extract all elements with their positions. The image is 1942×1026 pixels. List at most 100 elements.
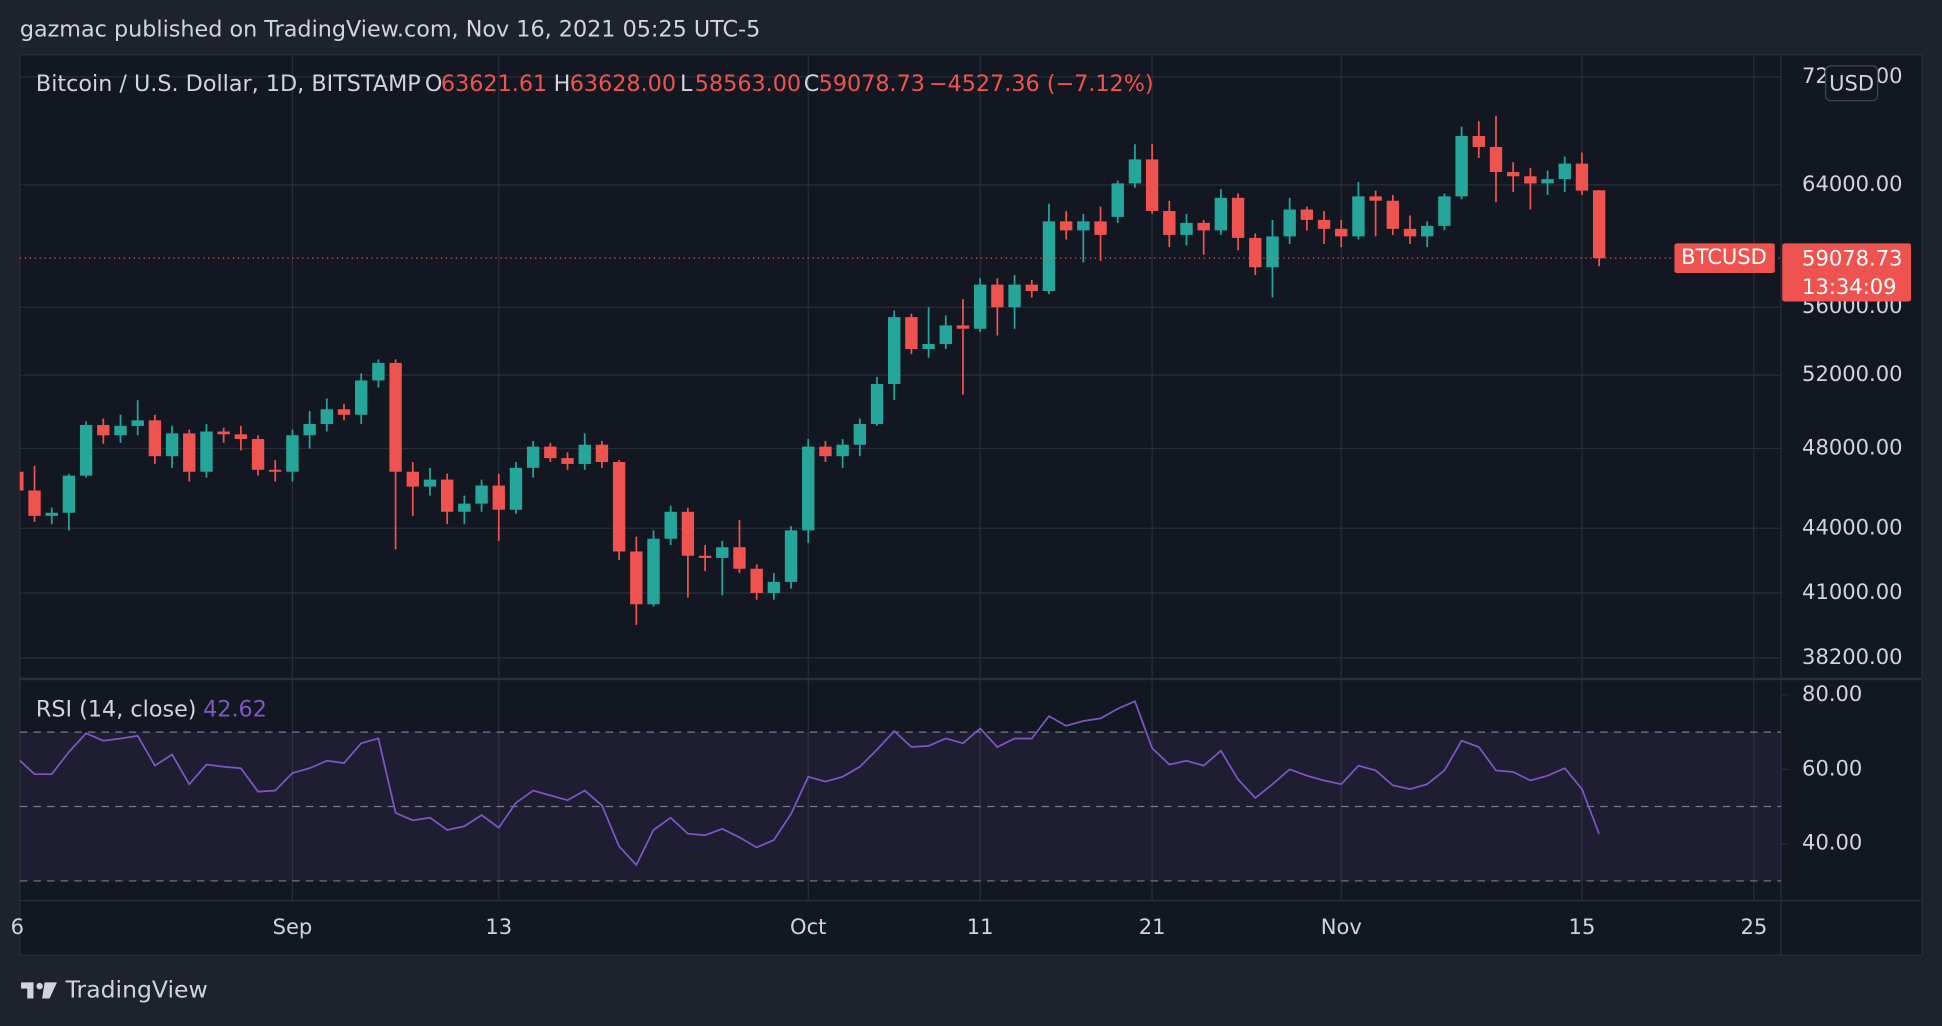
candle-body xyxy=(853,424,867,445)
legend-key: H xyxy=(554,71,571,97)
candle-body xyxy=(561,458,574,464)
tradingview-logo xyxy=(21,982,57,999)
candle-body xyxy=(28,490,41,516)
candle-body xyxy=(784,530,798,582)
candle-body xyxy=(251,439,265,470)
candle-body xyxy=(802,446,815,531)
x-tick-label: 11 xyxy=(967,914,994,939)
candle-body xyxy=(1197,222,1210,231)
candle-body xyxy=(1592,190,1606,259)
x-tick-label: 25 xyxy=(1740,914,1767,939)
candle-body xyxy=(62,475,76,513)
candle-body xyxy=(440,479,454,512)
legend-value: 59078.73 xyxy=(819,71,925,97)
candle-body xyxy=(595,444,609,462)
candle-body xyxy=(1524,176,1537,184)
candle-body xyxy=(1352,196,1365,237)
candle-body xyxy=(698,555,712,558)
candle-body xyxy=(1335,228,1348,237)
y-tick-label: 40.00 xyxy=(1802,830,1862,855)
candle-body xyxy=(509,467,523,510)
x-tick-label: Oct xyxy=(790,914,826,939)
candle-body xyxy=(372,362,385,381)
candle-body xyxy=(647,538,660,605)
countdown: 13:34:09 xyxy=(1802,274,1897,299)
candle-body xyxy=(664,511,677,539)
candle-body xyxy=(320,409,334,425)
rsi-line xyxy=(19,700,1600,867)
y-tick-label: 52000.00 xyxy=(1802,361,1902,386)
legend-key: O xyxy=(425,71,443,97)
candle-body xyxy=(956,325,970,329)
candle-body xyxy=(1489,146,1503,173)
candle-body xyxy=(1575,163,1589,191)
symbol-tag: BTCUSD xyxy=(1681,244,1767,269)
candle-body xyxy=(1025,284,1038,292)
candle-body xyxy=(1008,284,1021,308)
candle-body xyxy=(733,547,746,569)
y-tick-label: 38200.00 xyxy=(1802,644,1902,669)
candle-body xyxy=(1386,200,1400,229)
currency-label: USD xyxy=(1829,70,1874,95)
candle-body xyxy=(922,343,935,350)
candle-body xyxy=(750,568,763,594)
candle-body xyxy=(269,469,282,472)
candle-body xyxy=(355,380,368,415)
candle-body xyxy=(630,551,643,605)
candle-body xyxy=(423,479,437,487)
candle-body xyxy=(1249,237,1262,268)
candle-body xyxy=(492,485,505,510)
candle-body xyxy=(200,431,213,472)
candle-body xyxy=(1541,179,1554,184)
candle-body xyxy=(1163,210,1176,235)
legend-value: 63628.00 xyxy=(570,71,676,97)
plot-layer xyxy=(19,54,1781,901)
candle-body xyxy=(1128,159,1142,184)
symbol-tag-box xyxy=(1674,243,1775,274)
candle-body xyxy=(97,424,110,436)
y-tick-label: 44000.00 xyxy=(1802,514,1902,539)
candle-body xyxy=(1472,136,1485,147)
candle-body xyxy=(888,317,901,385)
legend-value: 63621.61 xyxy=(441,71,547,97)
candle-body xyxy=(1266,236,1279,268)
candle-body xyxy=(389,362,402,472)
candle-body xyxy=(1506,172,1520,177)
y-tick-label: 64000.00 xyxy=(1802,171,1902,196)
x-tick-label: 13 xyxy=(485,914,512,939)
candle-body xyxy=(1300,209,1314,220)
candle-body xyxy=(234,434,248,440)
candle-body xyxy=(1214,197,1228,231)
candle-body xyxy=(905,317,918,350)
candle-body xyxy=(836,444,849,457)
candle-body xyxy=(991,284,1004,308)
candle-body xyxy=(870,384,884,425)
y-tick-label: 41000.00 xyxy=(1802,579,1902,604)
candle-body xyxy=(45,512,58,516)
candle-body xyxy=(114,425,127,436)
candle-body xyxy=(79,424,93,476)
candle-body xyxy=(1042,221,1056,292)
x-tick-label: 15 xyxy=(1569,914,1596,939)
candle-body xyxy=(973,284,987,329)
x-tick-label: 21 xyxy=(1139,914,1166,939)
candle-body xyxy=(716,547,729,558)
candle-body xyxy=(458,503,471,512)
candle-body xyxy=(337,409,351,415)
candle-body xyxy=(1438,196,1451,226)
x-tick-label: 6 xyxy=(11,914,24,939)
candle-body xyxy=(131,420,144,426)
rsi-value: 42.62 xyxy=(203,696,267,722)
candle-body xyxy=(1145,159,1159,211)
candle-body xyxy=(1180,222,1193,235)
candle-body xyxy=(767,581,781,594)
x-tick-label: Sep xyxy=(273,914,313,939)
y-tick-label: 48000.00 xyxy=(1802,435,1902,460)
candle-body xyxy=(1283,209,1296,237)
candle-body xyxy=(1558,163,1571,180)
candle-body xyxy=(1094,221,1107,235)
legend-value: 58563.00 xyxy=(695,71,801,97)
candle-body xyxy=(406,471,419,487)
candle-body xyxy=(303,424,316,436)
